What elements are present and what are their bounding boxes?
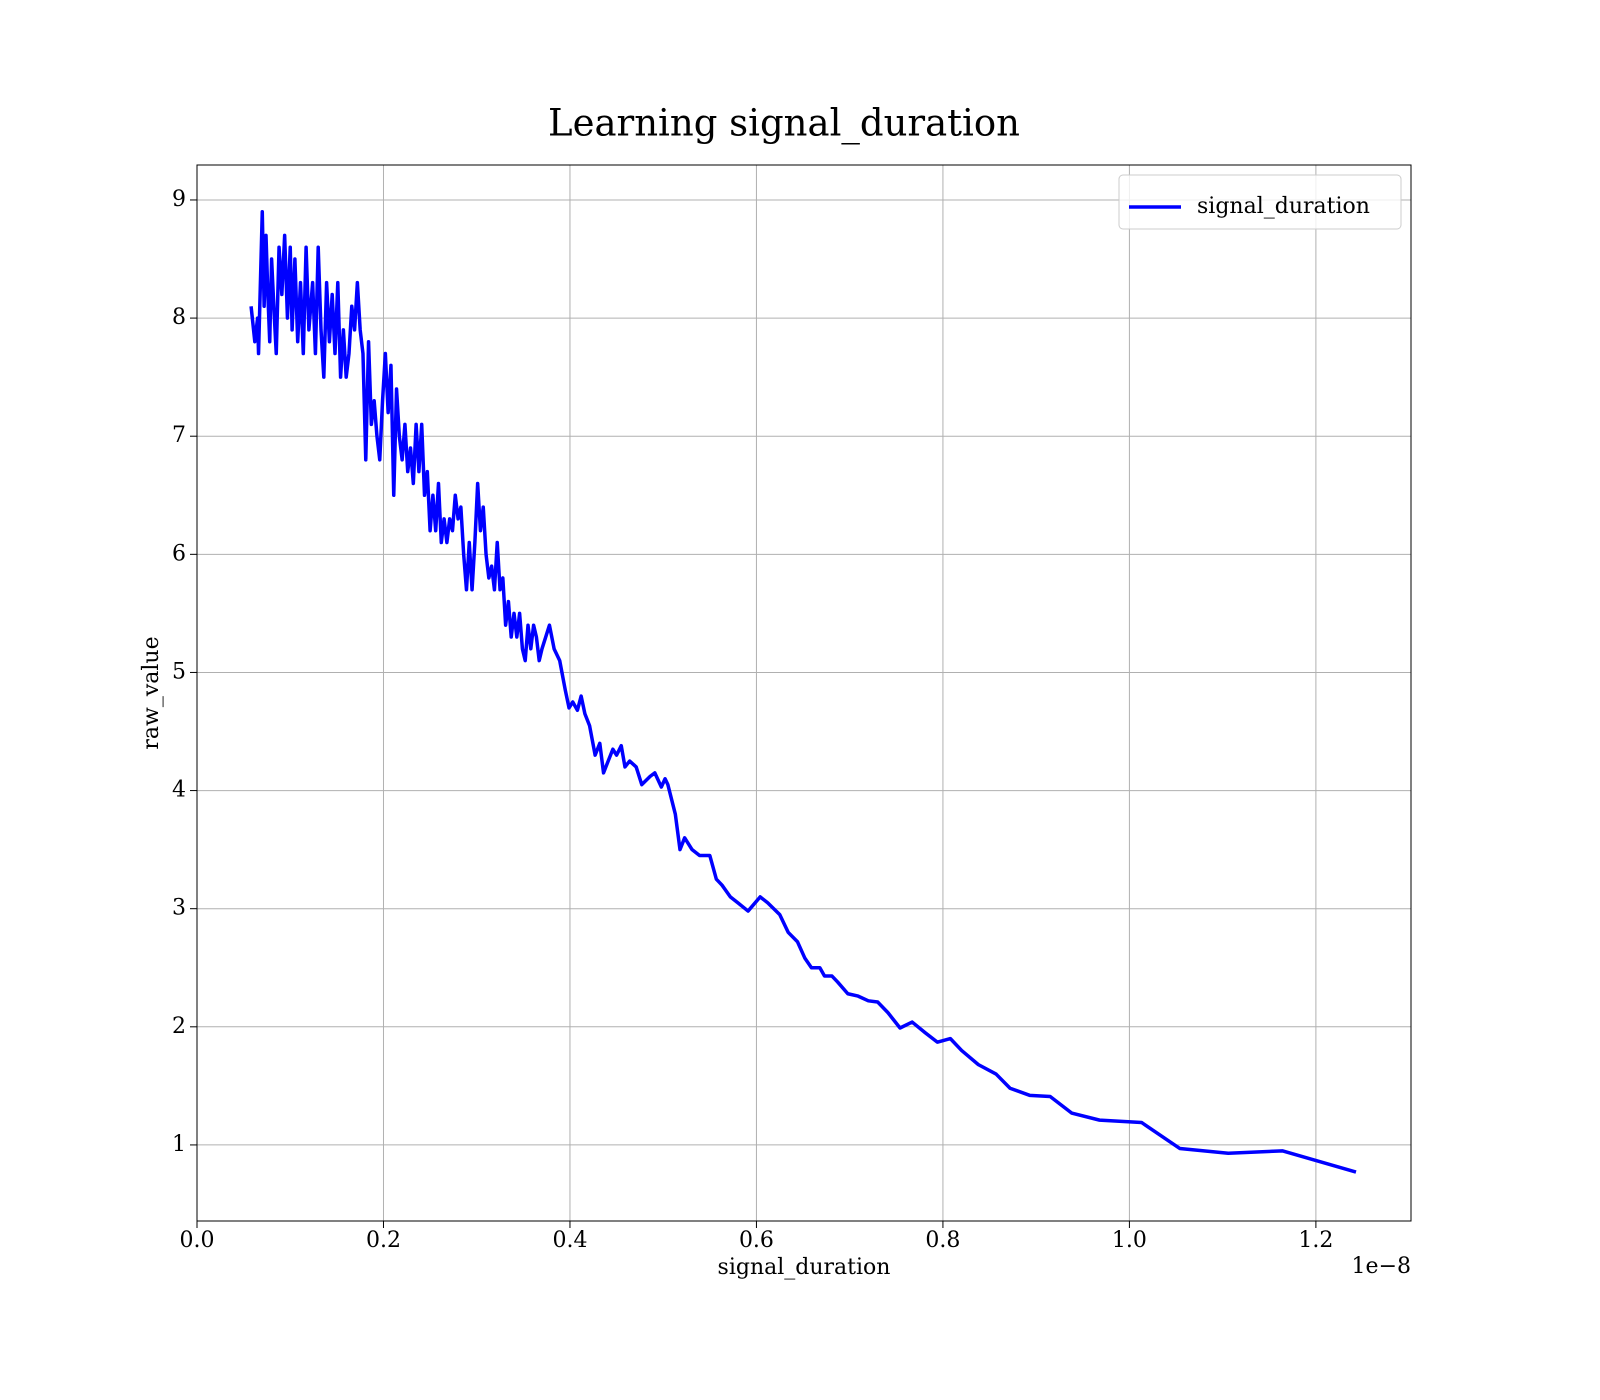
x-tick-label: 0.0 xyxy=(180,1228,215,1253)
y-tick-label: 4 xyxy=(172,778,186,803)
y-axis-label: raw_value xyxy=(139,636,164,749)
legend-label: signal_duration xyxy=(1197,194,1370,219)
x-tick-label: 0.8 xyxy=(925,1228,960,1253)
x-tick-label: 1.2 xyxy=(1298,1228,1333,1253)
y-tick-label: 2 xyxy=(172,1014,186,1039)
x-offset-label: 1e−8 xyxy=(1352,1254,1411,1279)
y-tick-label: 8 xyxy=(172,305,186,330)
y-tick-label: 3 xyxy=(172,896,186,921)
legend: signal_duration xyxy=(1118,174,1402,230)
y-tick-label: 9 xyxy=(172,187,186,212)
y-tick-label: 1 xyxy=(172,1132,186,1157)
x-tick-label: 0.6 xyxy=(739,1228,774,1253)
x-axis-label: signal_duration xyxy=(718,1255,891,1280)
y-tick-label: 5 xyxy=(172,659,186,684)
x-tick-label: 1.0 xyxy=(1112,1228,1147,1253)
legend-box xyxy=(1118,174,1402,230)
x-tick-label: 0.4 xyxy=(552,1228,587,1253)
y-tick-label: 7 xyxy=(172,423,186,448)
data-line xyxy=(249,210,1357,1174)
x-tick-label: 0.2 xyxy=(366,1228,401,1253)
plot-frame xyxy=(196,164,1412,1222)
y-tick-label: 6 xyxy=(172,541,186,566)
chart-title: Learning signal_duration xyxy=(548,102,1020,146)
